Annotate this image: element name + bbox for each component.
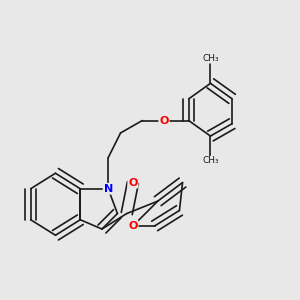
Text: CH₃: CH₃ [202,54,219,63]
Text: N: N [103,184,113,194]
Text: CH₃: CH₃ [202,156,219,165]
Text: O: O [159,116,169,126]
Text: O: O [128,178,138,188]
Text: O: O [128,221,138,231]
